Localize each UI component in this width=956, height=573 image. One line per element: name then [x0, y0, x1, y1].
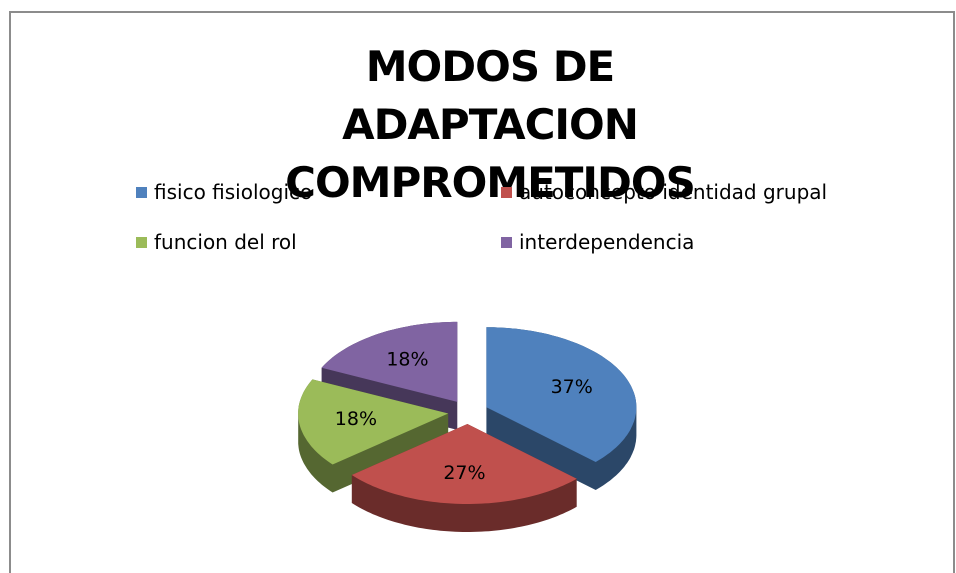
pie-slice — [298, 379, 449, 493]
chart-title: MODOS DE ADAPTACION COMPROMETIDOS — [285, 42, 696, 207]
data-label: 18% — [335, 408, 377, 430]
legend-swatch — [501, 186, 512, 198]
legend-label: autoconcepto identidad grupal — [519, 180, 828, 204]
data-label: 18% — [386, 348, 428, 370]
legend-swatch — [136, 236, 147, 248]
legend-item: interdependencia — [501, 230, 694, 254]
legend-label: fisico fisiologico — [154, 180, 313, 204]
pie-slice — [351, 424, 577, 532]
legend-item: fisico fisiologico — [136, 180, 312, 204]
data-label: 37% — [551, 376, 593, 398]
legend-item: autoconcepto identidad grupal — [501, 180, 827, 204]
slice-top — [321, 321, 458, 402]
legend-item: funcion del rol — [136, 230, 297, 254]
legend-swatch — [136, 186, 147, 198]
slice-top — [486, 327, 637, 462]
slice-top — [298, 379, 449, 465]
legend-swatch — [501, 236, 512, 248]
legend-label: funcion del rol — [154, 230, 297, 254]
legend-label: interdependencia — [519, 230, 695, 254]
data-label: 27% — [443, 462, 485, 484]
chart-frame — [9, 11, 955, 573]
pie-slice — [486, 327, 637, 490]
slice-top — [351, 424, 577, 504]
